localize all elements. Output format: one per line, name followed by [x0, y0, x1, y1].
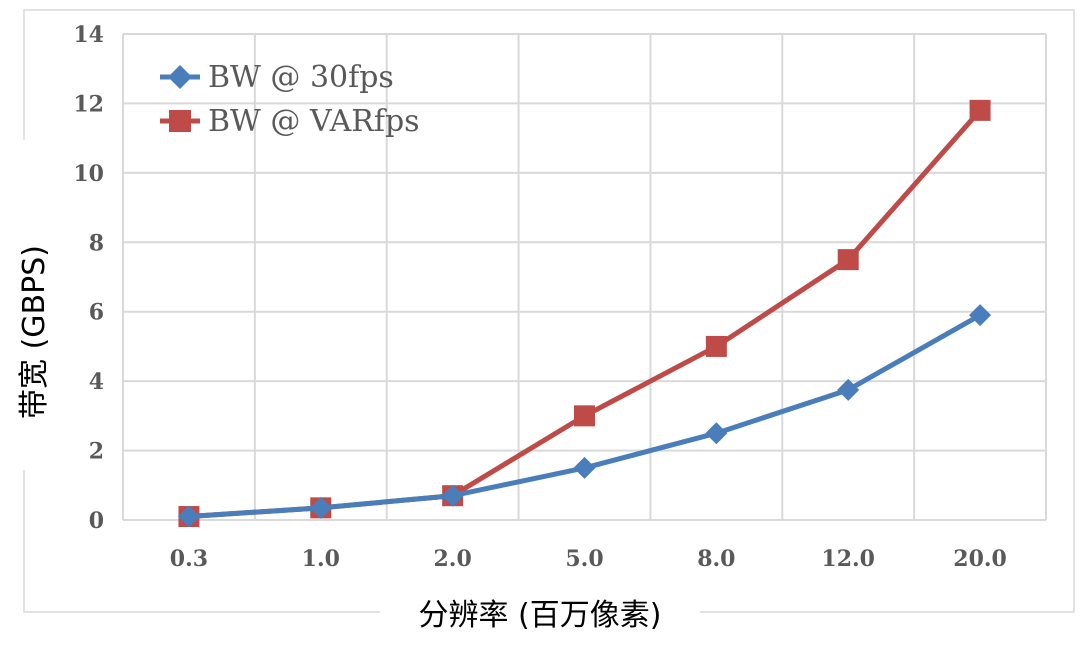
x-tick-label: 8.0: [697, 546, 735, 572]
y-axis-title: 带宽 (GBPS): [17, 245, 52, 419]
y-tick-label: 8: [89, 230, 104, 256]
y-tick-label: 4: [89, 369, 104, 395]
series-0-point: [837, 378, 860, 401]
x-axis-title: 分辨率 (百万像素): [419, 598, 662, 633]
y-tick-label: 0: [89, 508, 104, 534]
y-tick-label: 12: [73, 91, 104, 117]
grid: [122, 33, 1047, 521]
y-tick-labels: 0 2 4 6 8 10 12 14: [73, 22, 104, 534]
series-1-point: [837, 249, 859, 271]
series-0-point: [573, 456, 596, 479]
legend-label-0: BW @ 30fps: [208, 60, 394, 95]
y-tick-label: 2: [89, 439, 104, 465]
series-0-point: [309, 496, 332, 519]
series-0-point: [969, 304, 992, 327]
series-0-point: [441, 484, 464, 507]
x-tick-label: 2.0: [434, 546, 472, 572]
series-line-1: [188, 108, 982, 520]
y-tick-label: 6: [89, 300, 104, 326]
y-tick-label: 10: [73, 161, 104, 187]
x-axis-title-backdrop: [380, 590, 700, 640]
series-0-point: [177, 505, 200, 528]
legend: BW @ 30fps BW @ VARfps: [160, 60, 420, 139]
series-0-point: [705, 422, 728, 445]
y-axis-title-backdrop: [8, 140, 54, 470]
x-tick-label: 0.3: [170, 546, 208, 572]
series-1-point: [574, 405, 595, 427]
x-tick-label: 20.0: [953, 546, 1007, 572]
legend-label-1: BW @ VARfps: [208, 104, 420, 139]
series-group: [177, 99, 992, 528]
legend-marker-0: [168, 65, 192, 89]
series-1-point: [969, 99, 991, 121]
x-tick-label: 5.0: [565, 546, 603, 572]
x-tick-labels: 0.3 1.0 2.0 5.0 8.0 12.0 20.0: [170, 546, 1007, 572]
x-tick-label: 12.0: [821, 546, 875, 572]
legend-marker-1: [169, 110, 191, 132]
x-tick-label: 1.0: [302, 546, 340, 572]
series-1-point: [705, 335, 727, 357]
y-tick-label: 14: [73, 22, 104, 48]
